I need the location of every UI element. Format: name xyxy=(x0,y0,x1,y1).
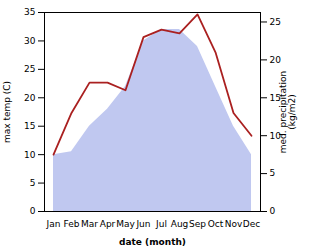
svg-text:Jun: Jun xyxy=(135,219,150,229)
svg-text:Oct: Oct xyxy=(208,219,224,229)
svg-text:Dec: Dec xyxy=(243,219,260,229)
svg-text:Feb: Feb xyxy=(64,219,80,229)
svg-text:May: May xyxy=(116,219,135,229)
svg-text:10: 10 xyxy=(24,150,36,160)
svg-text:med. precipitation(kg/m2): med. precipitation(kg/m2) xyxy=(278,71,297,153)
svg-text:20: 20 xyxy=(24,93,36,103)
svg-text:Mar: Mar xyxy=(81,219,98,229)
svg-text:5: 5 xyxy=(30,178,36,188)
svg-text:Nov: Nov xyxy=(225,219,243,229)
svg-text:Jan: Jan xyxy=(46,219,61,229)
svg-text:35: 35 xyxy=(24,7,35,17)
svg-text:30: 30 xyxy=(24,36,36,46)
svg-text:date (month): date (month) xyxy=(119,237,186,247)
svg-text:15: 15 xyxy=(269,92,281,103)
svg-text:20: 20 xyxy=(270,55,282,65)
svg-text:15: 15 xyxy=(24,121,35,131)
svg-text:25: 25 xyxy=(270,17,281,27)
svg-text:Apr: Apr xyxy=(100,219,116,229)
svg-text:Jul: Jul xyxy=(155,219,167,229)
svg-text:0: 0 xyxy=(270,206,276,216)
svg-text:max temp (C): max temp (C) xyxy=(2,81,12,143)
svg-text:Sep: Sep xyxy=(189,219,206,229)
svg-text:Aug: Aug xyxy=(171,219,189,229)
svg-text:5: 5 xyxy=(270,168,276,178)
svg-text:0: 0 xyxy=(30,206,36,216)
svg-text:10: 10 xyxy=(269,130,281,141)
svg-text:25: 25 xyxy=(24,64,35,74)
